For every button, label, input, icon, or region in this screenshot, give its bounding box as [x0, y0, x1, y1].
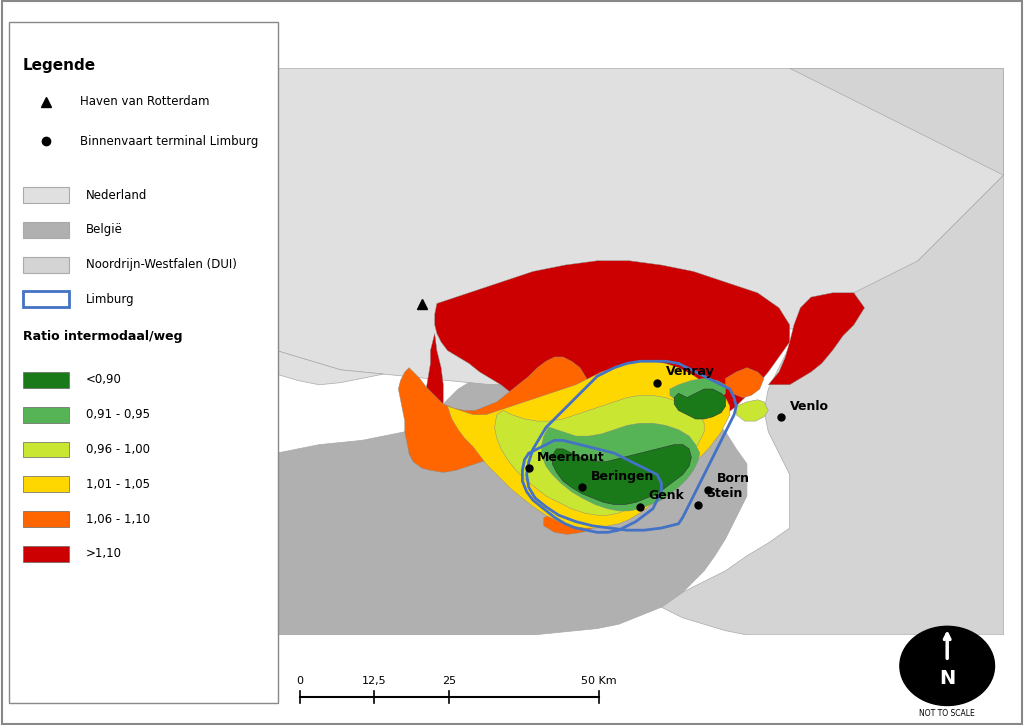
FancyBboxPatch shape — [23, 442, 69, 457]
Polygon shape — [495, 395, 705, 515]
Text: Limburg: Limburg — [86, 293, 134, 306]
FancyBboxPatch shape — [8, 22, 279, 703]
Text: Venlo: Venlo — [790, 399, 828, 413]
Polygon shape — [447, 361, 730, 528]
Polygon shape — [552, 444, 691, 505]
FancyBboxPatch shape — [23, 257, 69, 273]
Text: >1,10: >1,10 — [86, 547, 122, 560]
Polygon shape — [409, 334, 443, 464]
Text: Nederland: Nederland — [86, 188, 147, 202]
Polygon shape — [768, 293, 864, 385]
Circle shape — [900, 626, 994, 705]
Text: Haven van Rotterdam: Haven van Rotterdam — [80, 95, 210, 108]
FancyBboxPatch shape — [23, 511, 69, 527]
Polygon shape — [544, 511, 597, 534]
Text: 50 Km: 50 Km — [582, 676, 616, 687]
Polygon shape — [726, 368, 764, 397]
FancyBboxPatch shape — [23, 546, 69, 562]
FancyBboxPatch shape — [23, 291, 69, 307]
Polygon shape — [435, 261, 790, 453]
Text: Binnenvaart terminal Limburg: Binnenvaart terminal Limburg — [80, 135, 259, 148]
Polygon shape — [542, 423, 699, 511]
Text: 1,01 - 1,05: 1,01 - 1,05 — [86, 478, 151, 491]
Polygon shape — [398, 357, 589, 473]
Text: 0,91 - 0,95: 0,91 - 0,95 — [86, 408, 151, 421]
Text: Venray: Venray — [666, 365, 715, 378]
Text: 25: 25 — [442, 676, 457, 687]
Text: Ratio intermodaal/weg: Ratio intermodaal/weg — [23, 330, 182, 343]
Text: Beringen: Beringen — [591, 470, 654, 483]
FancyBboxPatch shape — [23, 476, 69, 492]
Text: 0: 0 — [296, 676, 303, 687]
Text: 1,06 - 1,10: 1,06 - 1,10 — [86, 513, 151, 526]
FancyBboxPatch shape — [23, 407, 69, 423]
Text: België: België — [86, 223, 123, 236]
Polygon shape — [276, 351, 383, 385]
Polygon shape — [736, 399, 768, 421]
Text: NOT TO SCALE: NOT TO SCALE — [920, 708, 975, 718]
Text: N: N — [939, 668, 955, 688]
Text: <0,90: <0,90 — [86, 373, 122, 386]
Text: Legende: Legende — [23, 58, 96, 73]
Polygon shape — [276, 68, 1004, 385]
Text: Born: Born — [717, 472, 750, 485]
Text: Meerhout: Meerhout — [538, 451, 605, 464]
Polygon shape — [670, 378, 726, 406]
FancyBboxPatch shape — [23, 372, 69, 388]
Polygon shape — [674, 389, 726, 419]
FancyBboxPatch shape — [23, 187, 69, 203]
Text: Genk: Genk — [648, 489, 684, 502]
FancyBboxPatch shape — [23, 222, 69, 238]
Polygon shape — [276, 357, 746, 635]
Text: 12,5: 12,5 — [362, 676, 387, 687]
Polygon shape — [662, 68, 1004, 635]
Text: Stein: Stein — [707, 487, 742, 500]
Text: 0,96 - 1,00: 0,96 - 1,00 — [86, 443, 151, 456]
Text: Noordrijn-Westfalen (DUI): Noordrijn-Westfalen (DUI) — [86, 258, 237, 271]
